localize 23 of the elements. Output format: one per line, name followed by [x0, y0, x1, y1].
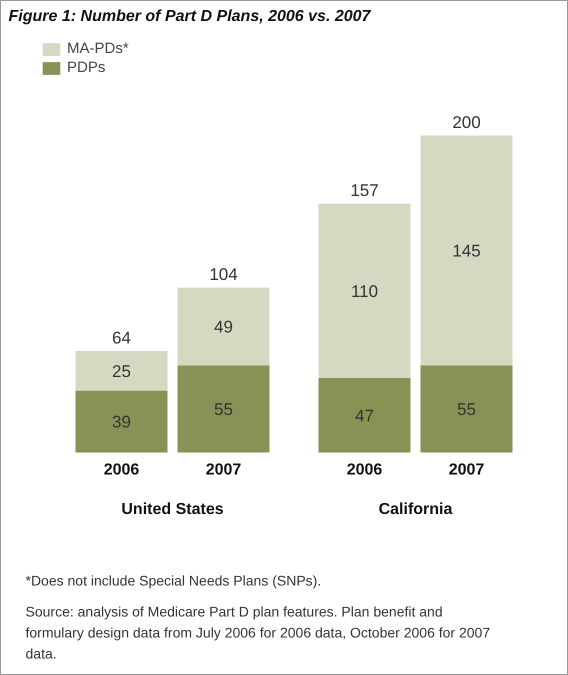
- data-label: 55: [214, 400, 233, 419]
- x-tick-label: 2006: [104, 462, 140, 478]
- legend-label: MA-PDs*: [67, 40, 129, 57]
- x-tick-label: 2006: [346, 462, 382, 478]
- text: United States: [121, 501, 224, 518]
- text: California: [378, 501, 452, 518]
- data-label: 25: [112, 362, 131, 381]
- text: *Does not include Special Needs Plans (SNPs).: [26, 572, 322, 588]
- data-label: 39: [112, 412, 131, 432]
- data-label: 47: [355, 406, 374, 426]
- total-label: 157: [350, 181, 379, 200]
- data-label: 110: [350, 282, 378, 301]
- data-label: 49: [214, 317, 233, 336]
- chart-title: Figure 1: Number of Part D Plans, 2006 vs. 2007: [8, 8, 372, 25]
- total-label: 64: [112, 328, 131, 348]
- x-tick-label: 2007: [206, 462, 242, 478]
- total-label: 200: [452, 113, 481, 132]
- source-note: Source: analysis of Medicare Part D plan features. Plan benefit and formulary design data from July 2006 for 2006 data, October 2006 for 2007 data.: [26, 604, 490, 662]
- data-label: 55: [457, 400, 476, 419]
- legend-label: PDPs: [67, 59, 106, 76]
- total-label: 104: [209, 265, 238, 284]
- x-tick-label: 2007: [448, 462, 484, 478]
- data-label: 145: [452, 241, 481, 260]
